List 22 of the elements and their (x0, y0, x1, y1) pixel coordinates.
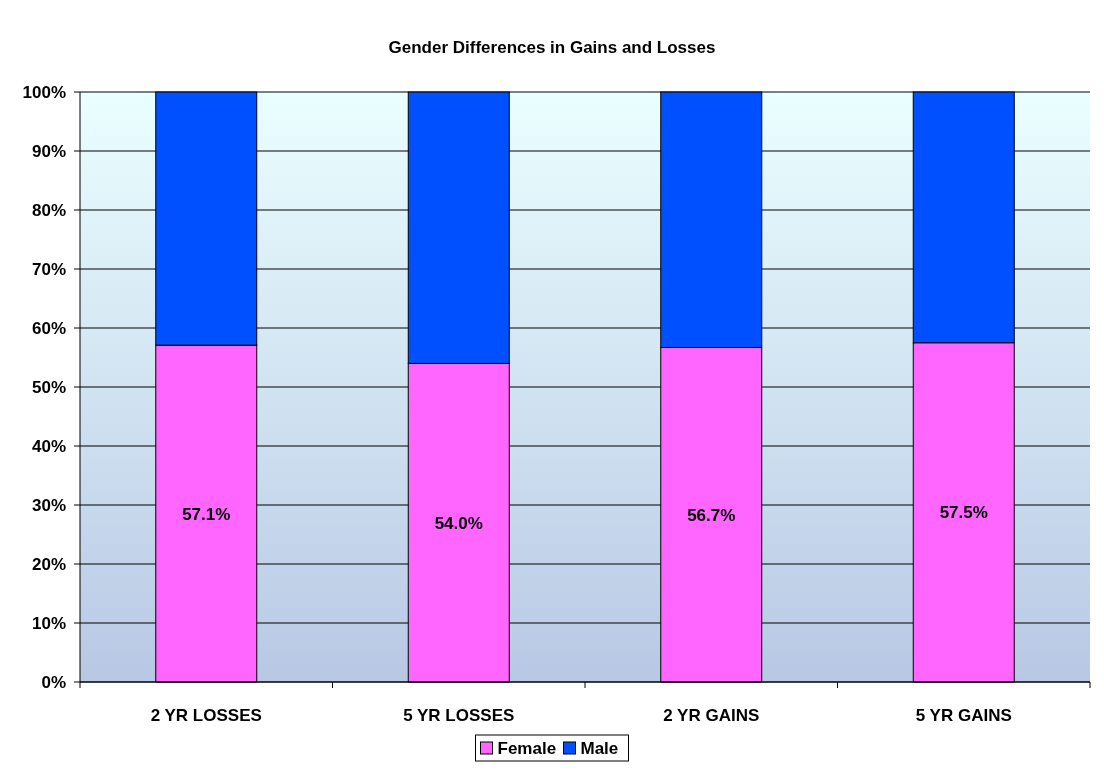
y-tick-label: 10% (31, 614, 66, 633)
data-label: 57.5% (939, 503, 988, 523)
y-tick-label: 20% (31, 555, 66, 574)
x-tick-label: 2 YR GAINS (663, 706, 760, 725)
y-tick-label: 100% (22, 83, 66, 102)
data-label: 54.0% (434, 513, 483, 533)
y-tick-label: 40% (31, 437, 66, 456)
x-tick-label: 2 YR LOSSES (150, 706, 262, 725)
y-tick-label: 80% (31, 201, 66, 220)
legend-label: Male (580, 739, 619, 758)
x-tick-label: 5 YR GAINS (915, 706, 1012, 725)
y-tick-label: 30% (31, 496, 66, 515)
data-label: 57.1% (182, 504, 231, 524)
legend-label: Female (497, 739, 557, 758)
y-tick-label: 70% (31, 260, 66, 279)
chart-title: Gender Differences in Gains and Losses (388, 38, 716, 57)
y-tick-label: 50% (31, 378, 66, 397)
x-tick-label: 5 YR LOSSES (403, 706, 515, 725)
y-tick-label: 0% (41, 673, 66, 692)
y-tick-label: 60% (31, 319, 66, 338)
data-label: 56.7% (687, 505, 736, 525)
y-tick-label: 90% (31, 142, 66, 161)
